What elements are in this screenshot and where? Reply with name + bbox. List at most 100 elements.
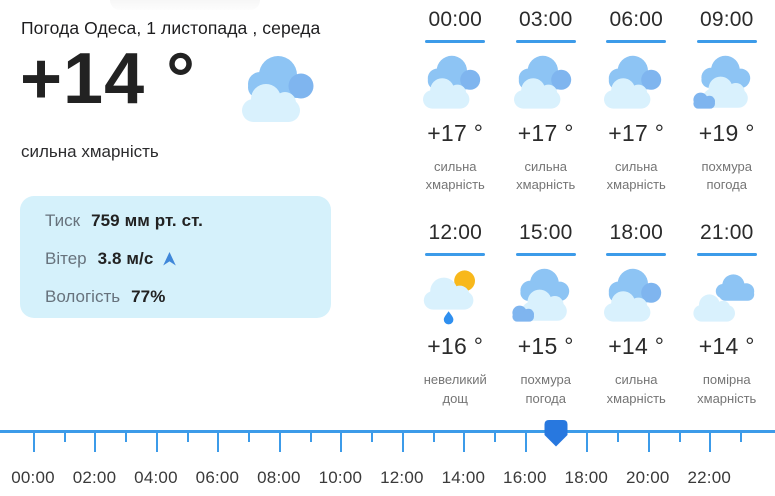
slider-track[interactable] <box>0 430 775 433</box>
timeline-label: 06:00 <box>195 468 240 487</box>
timeline-tick <box>155 433 158 452</box>
timeline-tick <box>278 433 281 452</box>
forecast-description: похмура погода <box>701 159 753 193</box>
cutoff-popup-remnant <box>110 0 260 10</box>
forecast-temperature: +14 ° <box>698 333 755 360</box>
forecast-cell[interactable]: 06:00 +17 ° сильна хмарність <box>591 8 682 194</box>
forecast-time[interactable]: 03:00 <box>518 8 573 31</box>
timeline-tick <box>647 433 650 452</box>
timeline-tick <box>740 433 743 442</box>
timeline-tick <box>617 433 620 442</box>
forecast-description: помірна хмарність <box>697 372 757 406</box>
cloud-heavy-icon <box>604 269 662 322</box>
detail-value: 3.8 м/с <box>97 249 154 268</box>
forecast-description: сильна хмарність <box>606 159 666 193</box>
detail-value: 759 мм рт. ст. <box>91 211 203 230</box>
forecast-temperature: +16 ° <box>427 333 484 360</box>
timeline-tick <box>494 433 497 442</box>
timeline-tick <box>186 433 189 442</box>
timeline-tick <box>586 433 589 452</box>
timeline-label: 02:00 <box>72 468 117 487</box>
forecast-cell[interactable]: 03:00 +17 ° сильна хмарність <box>501 8 592 194</box>
wind-direction-arrow-icon <box>163 252 177 266</box>
timeline-tick <box>678 433 681 442</box>
forecast-description: сильна хмарність <box>516 159 576 193</box>
timeline-tick <box>432 433 435 442</box>
forecast-temperature: +19 ° <box>698 120 755 146</box>
forecast-description: сильна хмарність <box>425 159 485 193</box>
timeline-tick <box>33 433 35 452</box>
current-condition: сильна хмарність <box>21 142 159 161</box>
cloud-heavy-icon <box>423 55 481 109</box>
detail-label: Вологість <box>45 287 121 306</box>
timeline-tick <box>401 433 404 452</box>
detail-row: Тиск 759 мм рт. ст. <box>45 210 203 232</box>
page-title: Погода Одеса, 1 листопада , середа <box>21 18 321 38</box>
timeline-tick <box>340 433 343 452</box>
detail-label: Вітер <box>45 249 87 268</box>
timeline-tick <box>125 433 128 442</box>
rain-sun-icon <box>424 270 476 325</box>
timeline-tick <box>248 433 251 442</box>
forecast-temperature: +15 ° <box>517 333 574 360</box>
forecast-cell[interactable]: 00:00 +17 ° сильна хмарність <box>410 8 501 194</box>
forecast-cell[interactable]: 09:00 +19 ° похмура погода <box>682 8 773 194</box>
forecast-cell[interactable]: 12:00 +16 ° невеликий дощ <box>410 221 501 407</box>
weather-details-card: Тиск 759 мм рт. ст. Вітер 3.8 м/с Вологість 7… <box>20 196 331 318</box>
timeline-label: 08:00 <box>257 468 301 487</box>
timeline-label: 12:00 <box>380 468 424 487</box>
time-underline <box>515 40 576 43</box>
forecast-temperature: +17 ° <box>517 120 574 146</box>
time-underline <box>606 40 667 43</box>
forecast-description: невеликий дощ <box>423 372 487 406</box>
cloud-gloomy-icon <box>693 55 750 109</box>
timeline-tick <box>524 433 527 452</box>
cloud-moderate-icon <box>693 274 754 322</box>
forecast-temperature: +17 ° <box>608 120 665 146</box>
current-temperature: +14 ° <box>20 39 196 119</box>
cloud-heavy-icon <box>604 55 662 109</box>
time-underline <box>425 40 486 43</box>
forecast-time[interactable]: 00:00 <box>428 8 483 31</box>
forecast-cell[interactable]: 21:00 +14 ° помірна хмарність <box>682 221 773 407</box>
time-underline <box>696 253 757 257</box>
timeline-label: 16:00 <box>503 468 547 487</box>
timeline-label: 20:00 <box>626 468 670 487</box>
slider-handle[interactable] <box>544 419 568 449</box>
cloud-heavy-icon <box>242 56 314 122</box>
forecast-time[interactable]: 21:00 <box>699 221 754 245</box>
forecast-time[interactable]: 09:00 <box>699 8 754 31</box>
forecast-cell[interactable]: 15:00 +15 ° похмура погода <box>501 221 592 407</box>
forecast-description: похмура погода <box>520 372 572 406</box>
detail-row: Вітер 3.8 м/с <box>45 248 177 270</box>
cloud-heavy-icon <box>513 55 571 109</box>
timeline-tick <box>463 433 466 452</box>
timeline-label: 04:00 <box>134 468 178 487</box>
forecast-temperature: +14 ° <box>608 333 665 360</box>
timeline-tick <box>371 433 374 442</box>
timeline-label: 10:00 <box>318 468 363 487</box>
forecast-time[interactable]: 18:00 <box>609 221 664 245</box>
timeline-tick <box>63 433 66 442</box>
timeline-label: 14:00 <box>441 468 486 487</box>
forecast-description: сильна хмарність <box>606 372 666 406</box>
forecast-time[interactable]: 06:00 <box>609 8 664 31</box>
timeline-tick <box>709 433 712 452</box>
detail-row: Вологість 77% <box>45 286 165 308</box>
cloud-gloomy-icon <box>512 269 569 322</box>
time-underline <box>606 253 667 257</box>
timeline-tick <box>94 433 97 452</box>
detail-label: Тиск <box>45 211 81 230</box>
timeline-label: 18:00 <box>564 468 609 487</box>
forecast-cell[interactable]: 18:00 +14 ° сильна хмарність <box>591 221 682 407</box>
forecast-temperature: +17 ° <box>427 120 484 146</box>
detail-value: 77% <box>131 287 166 306</box>
forecast-time[interactable]: 15:00 <box>518 221 573 245</box>
timeline-tick <box>217 433 220 452</box>
timeline-label: 00:00 <box>11 468 55 487</box>
forecast-time[interactable]: 12:00 <box>428 221 483 245</box>
time-underline <box>515 253 576 257</box>
hourly-forecast-grid: 00:00 +17 ° сильна хмарність 03:00 +17 ° силь… <box>410 8 772 408</box>
timeline-label: 22:00 <box>687 468 732 487</box>
